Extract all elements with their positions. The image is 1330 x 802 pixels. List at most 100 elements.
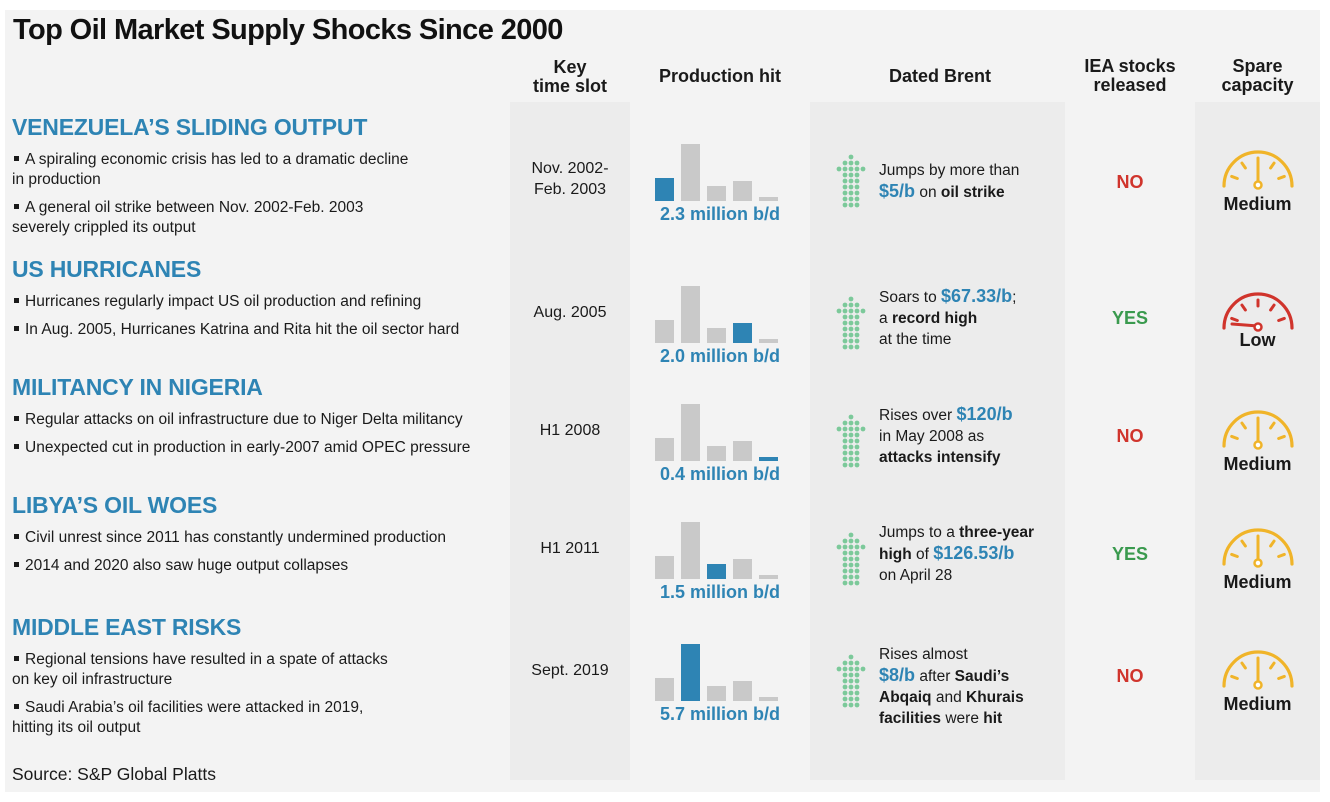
iea-status-badge: YES [1111, 544, 1149, 564]
brent-segment: attacks intensify [879, 449, 1001, 466]
production-bar [655, 678, 674, 701]
time-slot: Nov. 2002- Feb. 2003 [510, 158, 630, 200]
bullet-item: A general oil strike between Nov. 2002-F… [12, 198, 363, 238]
brent-price: $120/b [956, 404, 1013, 424]
brent-line: Jumps to a three-year [879, 522, 1034, 543]
time-slot-line: H1 2008 [539, 422, 601, 439]
brent-segment: Abqaiq [879, 689, 932, 706]
infographic: Top Oil Market Supply Shocks Since 2000 … [5, 10, 1320, 792]
time-slot: H1 2008 [510, 420, 630, 441]
iea-status-badge: YES [1111, 308, 1149, 328]
brent-text: Rises almost $8/b after Saudi’s Abqaiq and… [879, 644, 1024, 729]
time-slot: H1 2011 [510, 538, 630, 559]
dotted-arrow-svg [836, 654, 866, 708]
production-bars [655, 283, 785, 343]
brent-segment: oil strike [940, 184, 1005, 201]
bullet-text: 2014 and 2020 also saw huge output colla… [25, 557, 349, 574]
production-bar [733, 681, 752, 701]
production-bar [681, 522, 700, 579]
brent-line: Jumps by more than [879, 160, 1019, 181]
bullet-text: A general oil strike between Nov. 2002-F… [25, 199, 364, 216]
bullet-line: Civil unrest since 2011 has constantly u… [12, 528, 446, 548]
production-bar [759, 457, 778, 461]
time-slot: Aug. 2005 [510, 302, 630, 323]
brent-segment: record high [891, 310, 978, 327]
shock-title: MIDDLE EAST RISKS [12, 614, 242, 640]
up-arrow-icon [831, 296, 871, 361]
up-arrow-icon [831, 532, 871, 597]
production-hit-value: 0.4 million b/d [659, 464, 780, 484]
brent-segment: Khurais [966, 689, 1024, 706]
production-hit-value: 2.3 million b/d [659, 204, 780, 224]
bullet-text: Regional tensions have resulted in a spa… [25, 651, 388, 668]
brent-segment: ; [1012, 289, 1017, 306]
bullet-line: in production [12, 170, 408, 190]
bullet-item: In Aug. 2005, Hurricanes Katrina and Rit… [12, 320, 459, 340]
dotted-arrow-svg [836, 414, 866, 468]
bullet-text: Saudi Arabia’s oil facilities were attac… [25, 699, 364, 716]
bullet-text: in production [12, 171, 101, 188]
bullet-item: 2014 and 2020 also saw huge output colla… [12, 556, 348, 576]
brent-segment: Jumps by more than [879, 162, 1020, 179]
brent-segment: hit [983, 710, 1003, 727]
bullet-square-icon [14, 655, 19, 661]
production-bar [707, 328, 726, 343]
dotted-arrow-svg [836, 532, 866, 586]
dotted-arrow-svg [836, 296, 866, 350]
brent-line: in May 2008 as [879, 426, 1013, 447]
spare-capacity-label: Medium [1223, 194, 1292, 214]
production-bar [681, 144, 700, 201]
gauge-low-icon [1218, 286, 1298, 337]
brent-segment: Saudi’s [954, 668, 1010, 685]
production-bar [733, 441, 752, 461]
bullet-item: Regular attacks on oil infrastructure du… [12, 410, 463, 430]
brent-text: Soars to $67.33/b; a record high at the ti… [879, 286, 1016, 350]
production-bar [655, 320, 674, 343]
production-hit-value: 1.5 million b/d [659, 582, 780, 602]
bullet-line: In Aug. 2005, Hurricanes Katrina and Rit… [12, 320, 459, 340]
production-bar [681, 644, 700, 701]
time-slot: Sept. 2019 [510, 660, 630, 681]
spare-capacity-label: Low [1239, 330, 1276, 350]
bullet-line: A spiraling economic crisis has led to a… [12, 150, 408, 170]
header-production-hit: Production hit [659, 66, 781, 86]
bullet-line: hitting its oil output [12, 718, 363, 738]
bullet-item: Saudi Arabia’s oil facilities were attac… [12, 698, 363, 738]
production-bar [681, 286, 700, 343]
brent-segment: were [941, 710, 984, 727]
time-slot-line: Sept. 2019 [531, 662, 609, 679]
brent-line: attacks intensify [879, 447, 1013, 468]
bullet-line: Regional tensions have resulted in a spa… [12, 650, 388, 670]
production-bars [655, 519, 785, 579]
brent-text: Jumps to a three-year high of $126.53/b on… [879, 522, 1034, 586]
bullet-square-icon [14, 325, 19, 331]
bullet-line: Hurricanes regularly impact US oil produ… [12, 292, 421, 312]
production-bar [681, 404, 700, 461]
brent-segment: a [879, 310, 892, 327]
brent-segment: Rises over [879, 407, 957, 424]
brent-line: on April 28 [879, 565, 1034, 586]
bullet-square-icon [14, 297, 19, 303]
header-dated-brent: Dated Brent [888, 66, 991, 86]
brent-segment: on [915, 184, 941, 201]
bullet-square-icon [14, 443, 19, 449]
gauge-svg [1222, 292, 1294, 332]
brent-segment: and [931, 689, 967, 706]
bullet-line: Regular attacks on oil infrastructure du… [12, 410, 463, 430]
bullet-text: Unexpected cut in production in early-20… [25, 439, 471, 456]
bullet-line: on key oil infrastructure [12, 670, 388, 690]
production-hit-value: 2.0 million b/d [659, 346, 780, 366]
production-bar [707, 446, 726, 461]
spare-capacity-label: Medium [1223, 694, 1292, 714]
source-note: Source: S&P Global Platts [12, 764, 216, 784]
production-bar [759, 575, 778, 579]
brent-line: at the time [879, 329, 1016, 350]
header-time-slot: Key time slot [532, 57, 607, 96]
gauge-medium-icon [1218, 522, 1298, 573]
brent-line: $8/b after Saudi’s [879, 665, 1024, 687]
bullet-line: A general oil strike between Nov. 2002-F… [12, 198, 363, 218]
bullet-item: Regional tensions have resulted in a spa… [12, 650, 388, 690]
production-bar [733, 323, 752, 343]
brent-segment: after [915, 668, 955, 685]
production-bars [655, 641, 785, 701]
